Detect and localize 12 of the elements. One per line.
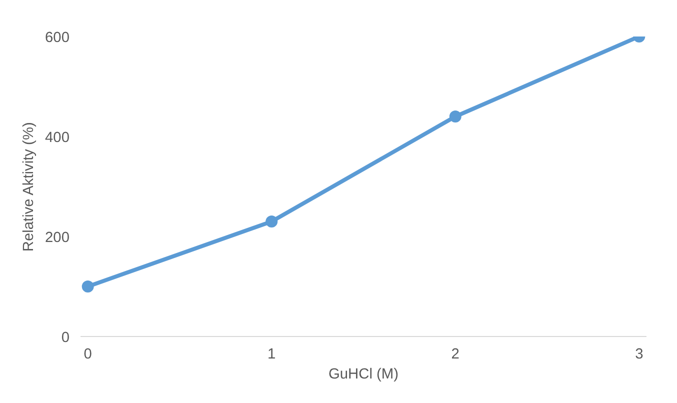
point <box>82 280 94 292</box>
x-tick-label: 3 <box>635 346 644 362</box>
x-tick-label: 2 <box>451 346 460 362</box>
x-tick-label: 0 <box>84 346 92 362</box>
point <box>266 216 278 228</box>
y-tick-label: 200 <box>45 230 70 246</box>
y-tick-label: 600 <box>45 30 70 46</box>
x-tick-label: 1 <box>268 346 276 362</box>
x-axis-title: GuHCl (M) <box>328 366 399 382</box>
y-tick-label: 400 <box>45 130 70 146</box>
y-tick-label: 0 <box>61 330 70 346</box>
y-axis-title: Relative Aktivity (%) <box>21 122 38 252</box>
